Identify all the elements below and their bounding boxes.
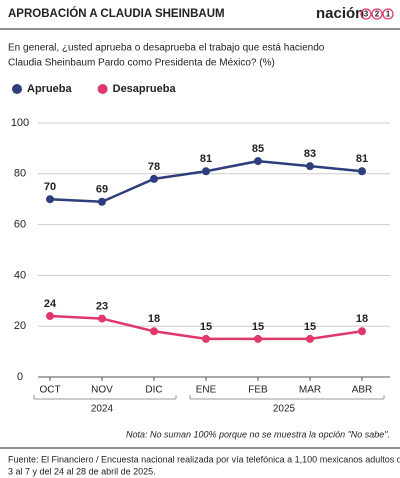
point	[46, 195, 54, 204]
point	[202, 167, 210, 176]
y-tick-label: 40	[14, 269, 26, 281]
point	[254, 157, 262, 166]
point	[202, 334, 210, 343]
y-tick-label: 100	[11, 117, 29, 129]
point	[150, 174, 158, 183]
data-label: 18	[356, 313, 368, 325]
legend-label: Aprueba	[27, 83, 73, 95]
x-tick-label: ABR	[352, 385, 373, 396]
source: Fuente: El Financiero / Encuesta naciona…	[8, 454, 400, 464]
logo-circle	[360, 8, 372, 20]
data-label: 18	[148, 313, 160, 325]
point	[358, 167, 366, 176]
data-label: 15	[200, 321, 212, 333]
y-tick-label: 60	[14, 219, 26, 231]
y-tick-label: 0	[17, 371, 23, 383]
group-label: 2024	[91, 404, 114, 415]
logo-text: nación	[316, 5, 364, 22]
logo-circle	[371, 8, 383, 20]
logo-digit: 2	[375, 10, 380, 19]
x-tick-label: NOV	[91, 385, 113, 396]
title: APROBACIÓN A CLAUDIA SHEINBAUM	[8, 7, 225, 20]
question: Claudia Sheinbaum Pardo como Presidenta …	[8, 58, 275, 69]
x-tick-label: FEB	[248, 385, 268, 396]
data-label: 24	[44, 298, 57, 310]
x-tick-label: MAR	[299, 385, 321, 396]
y-tick-label: 80	[14, 168, 26, 180]
data-label: 83	[304, 148, 316, 160]
data-label: 23	[96, 300, 108, 312]
x-tick-label: OCT	[39, 385, 60, 396]
question: En general, ¿usted aprueba o desaprueba …	[8, 43, 325, 54]
point	[150, 327, 158, 336]
data-label: 78	[148, 161, 160, 173]
data-label: 69	[96, 184, 108, 196]
point	[306, 334, 314, 343]
logo-digit: 3	[364, 10, 369, 19]
legend-marker	[12, 84, 22, 94]
logo-digit: 1	[386, 10, 391, 19]
data-label: 81	[356, 153, 368, 165]
data-label: 70	[44, 181, 56, 193]
group-label: 2025	[273, 404, 296, 415]
note: Nota: No suman 100% porque no se muestra…	[126, 429, 390, 439]
data-label: 81	[200, 153, 212, 165]
point	[306, 162, 314, 171]
data-label: 85	[252, 143, 264, 155]
source: 3 al 7 y del 24 al 28 de abril de 2025.	[8, 466, 156, 476]
legend-label: Desaprueba	[113, 83, 177, 95]
x-tick-label: ENE	[196, 385, 217, 396]
point	[46, 312, 54, 321]
x-tick-label: DIC	[145, 385, 162, 396]
point	[254, 334, 262, 343]
y-tick-label: 20	[14, 320, 26, 332]
data-label: 15	[304, 321, 316, 333]
logo-circle	[382, 8, 394, 20]
point	[358, 327, 366, 336]
data-label: 15	[252, 321, 264, 333]
legend-marker	[97, 84, 108, 94]
point	[98, 197, 106, 206]
point	[98, 314, 106, 323]
